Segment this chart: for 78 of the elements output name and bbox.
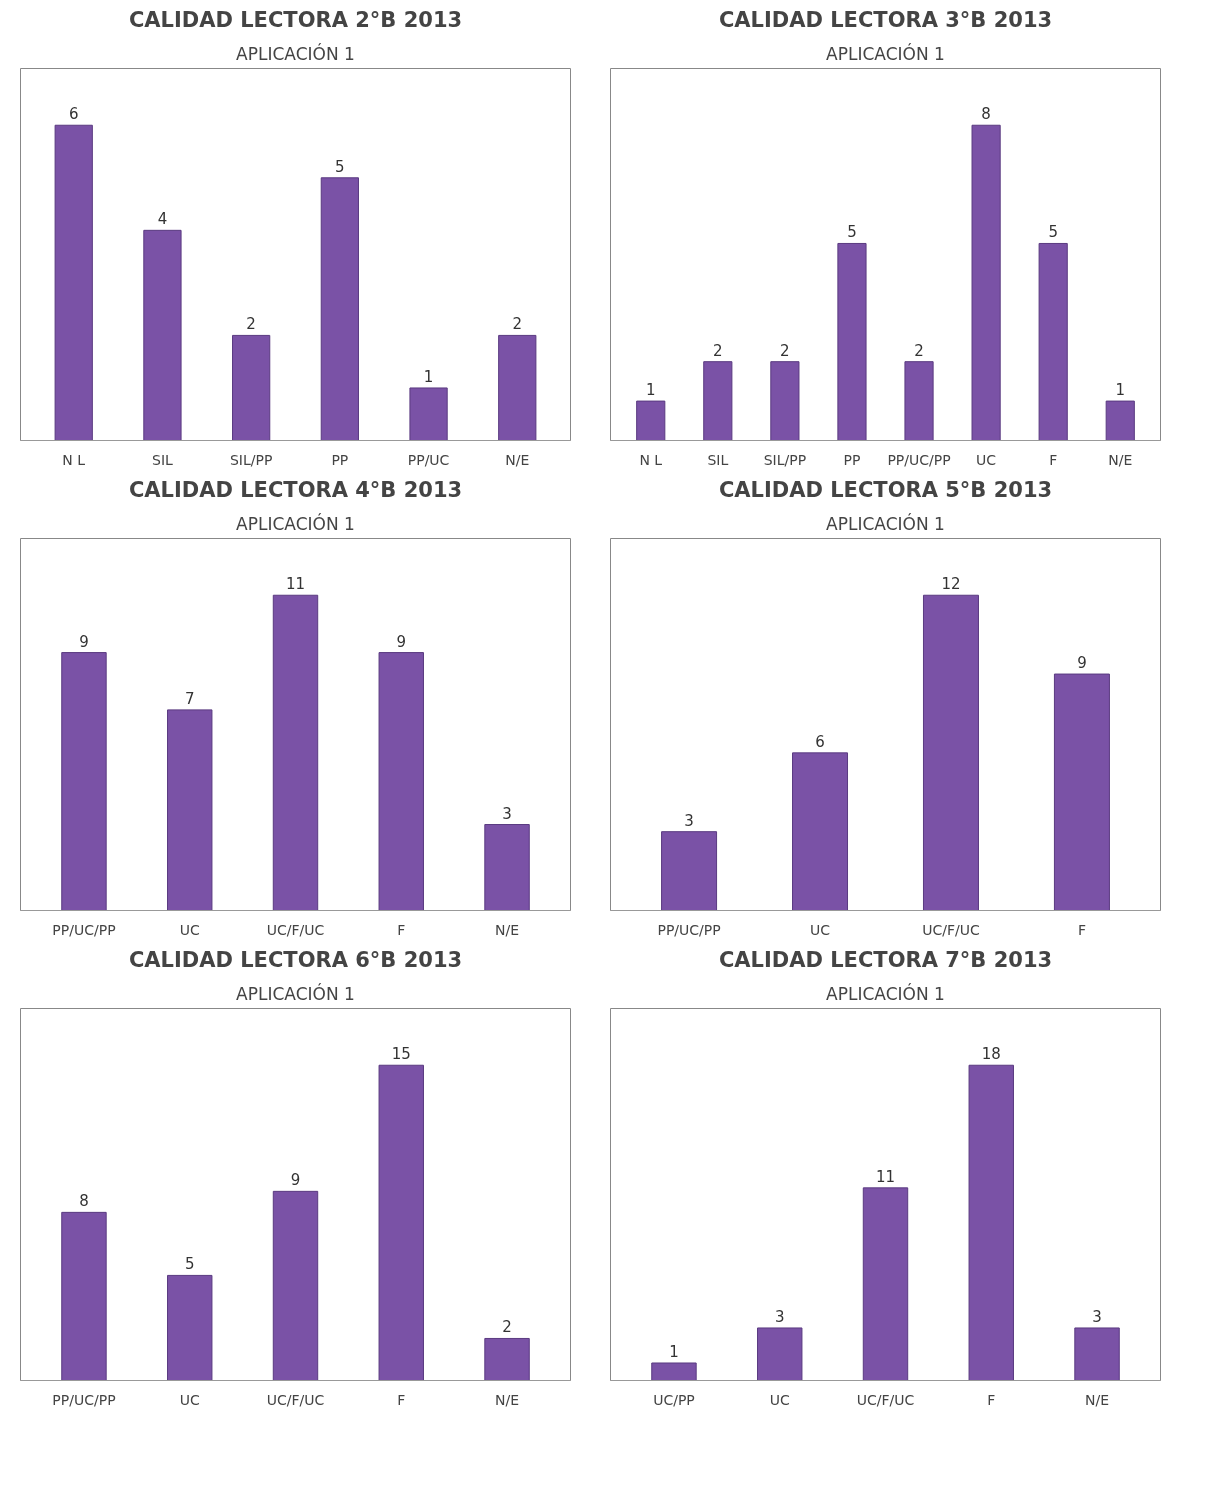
x-tick-label: N L — [62, 451, 86, 468]
data-label: 15 — [391, 1045, 411, 1064]
chart-subtitle: APLICACIÓN 1 — [236, 42, 355, 64]
x-tick-label: UC — [769, 1391, 790, 1408]
x-tick-label: PP/UC/PP — [887, 451, 951, 468]
data-label: 12 — [941, 575, 961, 594]
chart-title: CALIDAD LECTORA 3°B 2013 — [718, 7, 1053, 32]
x-tick-label: UC/PP — [653, 1391, 695, 1408]
x-tick-label: N/E — [505, 451, 530, 468]
x-tick-label: PP/UC/PP — [52, 1391, 116, 1408]
chart-subtitle: APLICACIÓN 1 — [826, 512, 945, 534]
data-label: 9 — [1077, 654, 1087, 673]
data-label: 2 — [713, 341, 723, 360]
data-label: 7 — [184, 689, 195, 708]
data-label: 1 — [645, 381, 656, 400]
data-label: 11 — [285, 575, 306, 594]
chart-title: CALIDAD LECTORA 6°B 2013 — [128, 947, 463, 972]
x-tick-label: N/E — [1108, 451, 1133, 468]
x-tick-label: N L — [639, 451, 663, 468]
x-tick-label: SIL/PP — [763, 451, 807, 468]
data-label: 2 — [512, 315, 523, 334]
data-label: 2 — [914, 341, 924, 360]
x-tick-label: UC — [179, 921, 200, 938]
x-tick-label: PP/UC — [407, 451, 450, 468]
data-label: 1 — [1115, 381, 1126, 400]
data-label: 5 — [335, 157, 345, 176]
x-tick-label: SIL — [707, 451, 729, 468]
chart-title: CALIDAD LECTORA 5°B 2013 — [718, 477, 1053, 502]
x-tick-label: UC — [976, 451, 997, 468]
x-tick-label: F — [397, 1391, 406, 1408]
chart-title: CALIDAD LECTORA 2°B 2013 — [128, 7, 463, 32]
data-label: 6 — [68, 105, 79, 124]
x-tick-label: PP/UC/PP — [52, 921, 116, 938]
data-label: 2 — [502, 1318, 512, 1337]
data-label: 3 — [502, 804, 512, 823]
data-label: 3 — [774, 1307, 785, 1326]
x-tick-label: UC/F/UC — [266, 921, 325, 938]
x-tick-label: F — [1077, 921, 1086, 938]
x-tick-label: F — [987, 1391, 996, 1408]
x-tick-label: UC — [179, 1391, 200, 1408]
data-label: 5 — [847, 223, 857, 242]
x-tick-label: F — [397, 921, 406, 938]
x-tick-label: N/E — [495, 921, 520, 938]
data-label: 2 — [246, 315, 256, 334]
x-tick-label: SIL/PP — [229, 451, 273, 468]
x-tick-label: PP — [843, 451, 861, 468]
chart-subtitle: APLICACIÓN 1 — [826, 982, 945, 1004]
data-label: 3 — [684, 811, 694, 830]
x-tick-label: UC/F/UC — [856, 1391, 915, 1408]
data-label: 8 — [981, 105, 991, 124]
data-label: 1 — [669, 1342, 679, 1361]
data-label: 1 — [423, 367, 434, 386]
data-label: 4 — [157, 210, 168, 229]
chart-title: CALIDAD LECTORA 4°B 2013 — [128, 477, 463, 502]
x-tick-label: N/E — [1085, 1391, 1110, 1408]
chart-subtitle: APLICACIÓN 1 — [236, 512, 355, 534]
data-label: 9 — [79, 632, 89, 651]
x-tick-label: UC — [810, 921, 831, 938]
data-label: 3 — [1092, 1307, 1102, 1326]
x-tick-label: N/E — [495, 1391, 520, 1408]
x-tick-label: UC/F/UC — [266, 1391, 325, 1408]
x-tick-label: PP/UC/PP — [657, 921, 721, 938]
data-label: 11 — [875, 1167, 896, 1186]
data-label: 5 — [184, 1255, 195, 1274]
data-label: 2 — [780, 341, 790, 360]
data-label: 6 — [815, 732, 825, 751]
data-label: 18 — [981, 1045, 1001, 1064]
x-tick-label: PP — [331, 451, 349, 468]
chart-title: CALIDAD LECTORA 7°B 2013 — [718, 947, 1053, 972]
x-tick-label: SIL — [152, 451, 174, 468]
chart-subtitle: APLICACIÓN 1 — [236, 982, 355, 1004]
data-label: 5 — [1048, 223, 1058, 242]
x-tick-label: UC/F/UC — [922, 921, 980, 938]
chart-subtitle: APLICACIÓN 1 — [826, 42, 945, 64]
data-label: 9 — [290, 1171, 301, 1190]
data-label: 8 — [79, 1192, 89, 1211]
data-label: 9 — [396, 632, 407, 651]
x-tick-label: F — [1049, 451, 1058, 468]
